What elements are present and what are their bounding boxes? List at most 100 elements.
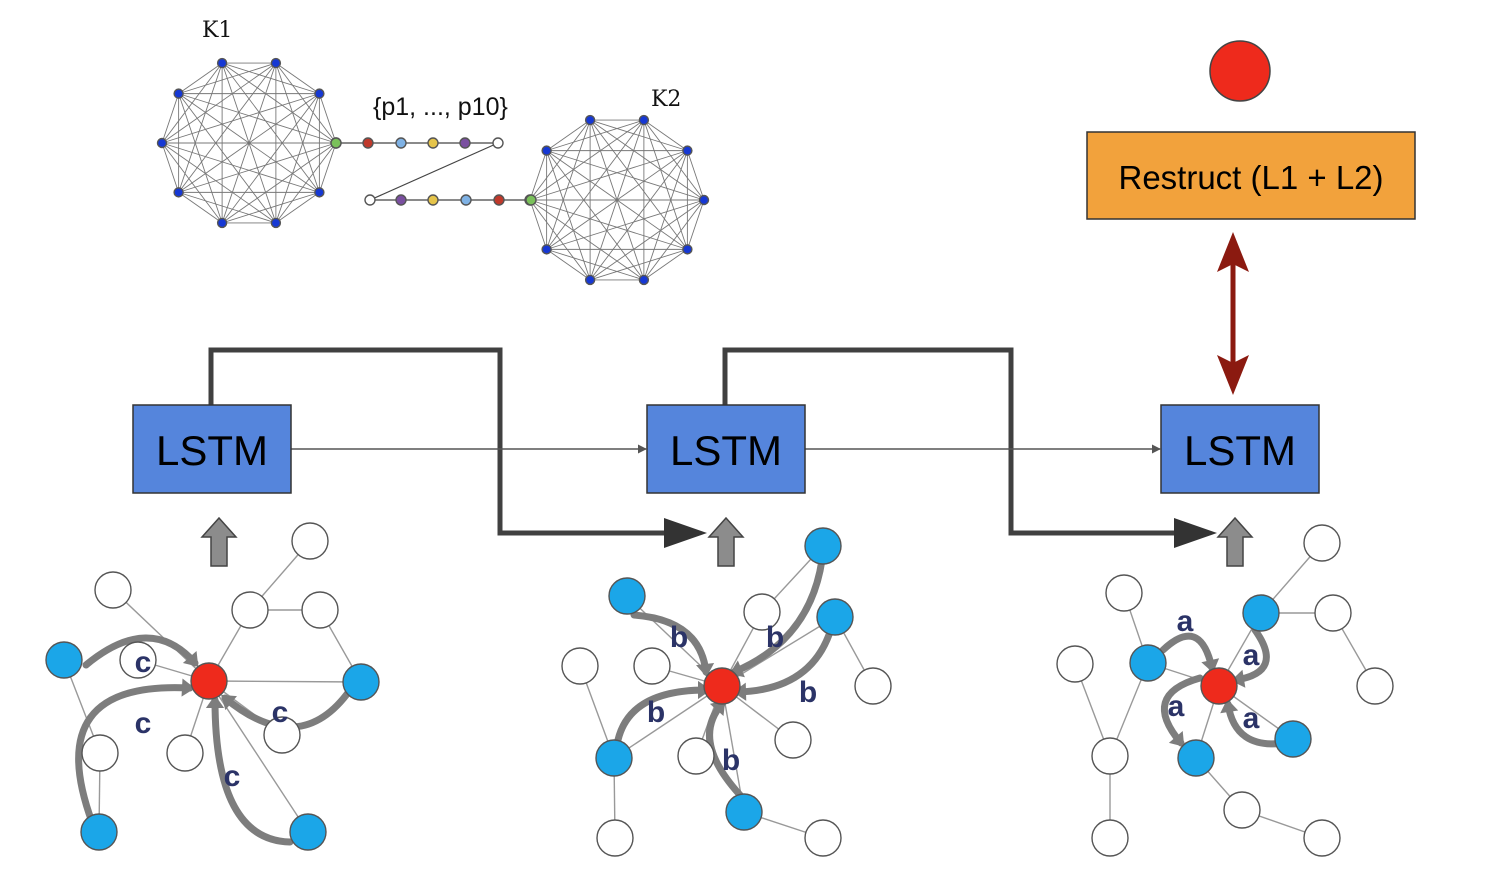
k1-edge <box>178 62 277 95</box>
edge-label-a: a <box>1243 639 1260 672</box>
b-arrow-4 <box>614 686 710 744</box>
k2-edge <box>546 150 688 250</box>
lstm-block-3: LSTM <box>1160 404 1320 494</box>
k2-edge <box>686 150 705 201</box>
empty-node <box>596 819 634 857</box>
path-node <box>330 137 342 149</box>
k1-edge <box>161 142 223 224</box>
a-arrow-3-head <box>1168 731 1185 747</box>
k1-edge <box>161 142 277 224</box>
b-arrow-3 <box>734 628 834 696</box>
barbell-graph: K1 K2 {p1, ..., p10} <box>156 18 710 286</box>
empty-node <box>677 737 715 775</box>
k2-clique-edges <box>529 119 705 281</box>
k1-edge <box>161 93 320 144</box>
a-arrow-1 <box>1159 632 1216 672</box>
k2-edge <box>546 150 705 201</box>
empty-node <box>561 647 599 685</box>
k2-edge <box>546 150 645 281</box>
a-arrow-4-head <box>1220 699 1239 714</box>
lstm-label-2: LSTM <box>670 427 782 474</box>
k2-edge <box>643 119 688 250</box>
restruct-double-arrow <box>1217 232 1249 395</box>
k2-node <box>682 244 693 255</box>
k1-node <box>173 88 184 99</box>
k2-edge <box>546 199 705 250</box>
c-arrow-3 <box>211 696 294 846</box>
k2-edge <box>529 199 591 281</box>
k1-edge <box>178 192 223 224</box>
empty-node <box>1056 645 1094 683</box>
edge-label-b: b <box>722 744 740 777</box>
lstm-block-2: LSTM <box>646 404 806 494</box>
k2-node <box>638 274 650 286</box>
k1-edge <box>275 62 320 193</box>
k2-edge <box>529 199 548 250</box>
path-node <box>460 194 472 206</box>
path-segment-diagonal <box>369 142 499 201</box>
skip-connection-2 <box>722 347 1217 548</box>
path-nodes <box>330 137 537 206</box>
empty-node <box>301 591 339 629</box>
lstm-label-1: LSTM <box>156 427 268 474</box>
k1-edge <box>161 142 180 193</box>
c-arrow-2-head <box>181 678 195 697</box>
input-arrow-1 <box>200 516 238 567</box>
k1-edge <box>161 93 180 144</box>
k2-label: K2 <box>651 87 681 112</box>
neighbor-node <box>725 793 763 831</box>
k1-node <box>270 57 282 69</box>
empty-node <box>633 647 671 685</box>
k2-edge <box>589 248 688 281</box>
empty-node <box>804 819 842 857</box>
k2-edge <box>546 119 645 152</box>
empty-node <box>1091 737 1129 775</box>
c-arrow-3-head <box>205 695 225 708</box>
neighborhood-graph-1: cc cc <box>45 522 380 851</box>
empty-node <box>81 734 119 772</box>
skip-arrowhead-1 <box>664 518 707 548</box>
path-node <box>364 194 376 206</box>
edge-label-a: a <box>1177 605 1194 638</box>
skip-arrowhead-2 <box>1174 518 1217 548</box>
k2-edge <box>589 119 705 201</box>
a-arrow-2-head <box>1231 669 1246 688</box>
k2-node <box>584 274 596 286</box>
k1-edge <box>275 62 320 94</box>
k1-edge <box>178 93 320 193</box>
neighbor-node <box>595 739 633 777</box>
edge-label-c: c <box>135 707 152 740</box>
k2-edge <box>529 119 645 201</box>
k2-edge <box>546 248 645 281</box>
graph-edge <box>613 685 723 759</box>
neighborhood-graph-3: aaa a <box>1056 524 1394 857</box>
empty-node <box>94 571 132 609</box>
neighbor-node <box>289 813 327 851</box>
c-arrow-1-head <box>182 650 199 667</box>
path-node <box>492 137 504 149</box>
empty-node <box>231 591 269 629</box>
path-node <box>427 194 439 206</box>
k1-edge <box>318 142 337 193</box>
neighbor-node <box>45 641 83 679</box>
k1-edge <box>178 142 337 193</box>
k1-node <box>216 217 228 229</box>
k1-edge <box>178 62 223 193</box>
k2-edge <box>643 249 688 281</box>
k1-edge <box>221 191 320 224</box>
neighbor-node <box>1129 644 1167 682</box>
path-node <box>362 137 374 149</box>
skip-connection-1 <box>208 347 707 548</box>
b-arrow-1-head <box>696 663 715 677</box>
center-node <box>190 662 228 700</box>
input-arrow-3 <box>1216 516 1254 567</box>
path-node <box>525 194 537 206</box>
neighbor-node <box>1274 720 1312 758</box>
c-arrow-4-head <box>221 694 237 711</box>
k1-edge <box>178 62 223 94</box>
k1-node <box>156 137 168 149</box>
k1-edge <box>221 142 337 224</box>
edge-label-b: b <box>670 621 688 654</box>
k1-node <box>314 187 325 198</box>
